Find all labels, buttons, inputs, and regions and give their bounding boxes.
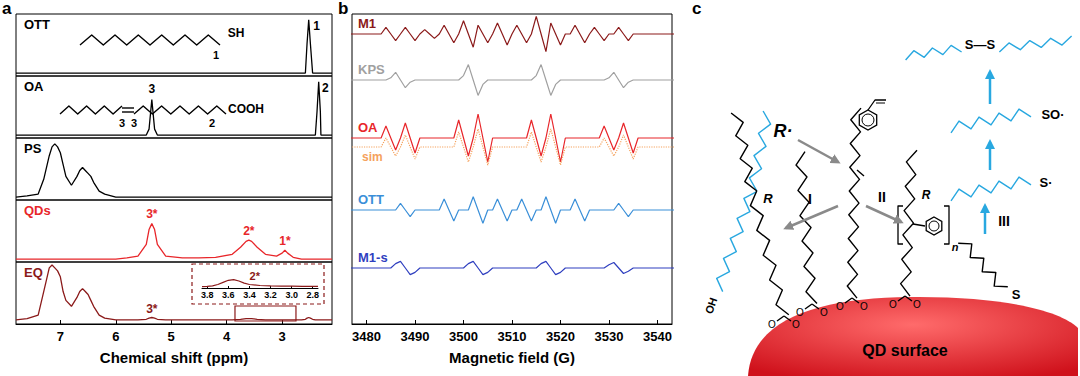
svg-text:QD surface: QD surface — [862, 342, 947, 359]
svg-text:QDs: QDs — [24, 203, 51, 218]
svg-text:3.2: 3.2 — [264, 290, 277, 300]
svg-text:3*: 3* — [146, 207, 158, 221]
svg-text:3530: 3530 — [595, 329, 624, 344]
svg-text:3.0: 3.0 — [285, 290, 298, 300]
svg-text:OA: OA — [358, 120, 378, 135]
svg-text:7: 7 — [57, 329, 64, 344]
svg-text:OA: OA — [24, 79, 44, 94]
svg-text:O: O — [820, 307, 828, 318]
svg-text:2: 2 — [322, 81, 329, 95]
svg-text:3510: 3510 — [498, 329, 527, 344]
svg-text:3490: 3490 — [401, 329, 430, 344]
svg-text:3.8: 3.8 — [201, 290, 214, 300]
svg-text:3.6: 3.6 — [222, 290, 235, 300]
svg-text:3520: 3520 — [546, 329, 575, 344]
svg-text:O: O — [913, 299, 921, 310]
svg-text:a: a — [2, 0, 12, 18]
svg-text:O: O — [889, 299, 897, 310]
svg-text:SH: SH — [228, 26, 245, 40]
svg-text:5: 5 — [168, 329, 175, 344]
svg-text:3: 3 — [131, 117, 137, 129]
svg-text:OTT: OTT — [358, 192, 384, 207]
svg-text:1*: 1* — [279, 234, 291, 248]
svg-text:OH: OH — [703, 296, 720, 316]
svg-text:II: II — [878, 189, 886, 205]
svg-text:KPS: KPS — [358, 62, 385, 77]
svg-text:R: R — [763, 191, 773, 206]
svg-text:4: 4 — [223, 329, 231, 344]
svg-text:M1: M1 — [358, 16, 376, 31]
svg-text:3500: 3500 — [449, 329, 478, 344]
svg-text:1: 1 — [213, 49, 219, 61]
svg-text:3: 3 — [119, 117, 125, 129]
svg-text:Magnetic field (G): Magnetic field (G) — [449, 349, 575, 366]
svg-text:b: b — [338, 0, 348, 18]
svg-text:2: 2 — [209, 117, 215, 129]
svg-text:2*: 2* — [243, 224, 255, 238]
svg-text:O: O — [796, 307, 804, 318]
svg-text:c: c — [692, 0, 701, 18]
svg-text:SO·: SO· — [1041, 107, 1064, 122]
svg-text:S—S: S—S — [965, 37, 996, 52]
svg-text:sim: sim — [362, 150, 383, 164]
svg-text:3480: 3480 — [352, 329, 381, 344]
svg-text:3540: 3540 — [643, 329, 672, 344]
svg-text:O: O — [768, 319, 776, 330]
svg-text:3.4: 3.4 — [243, 290, 256, 300]
svg-text:I: I — [808, 191, 812, 207]
svg-text:M1-s: M1-s — [358, 250, 388, 265]
svg-text:Chemical shift (ppm): Chemical shift (ppm) — [100, 349, 248, 366]
svg-text:S: S — [1012, 287, 1021, 302]
svg-text:3: 3 — [278, 329, 285, 344]
svg-text:n: n — [952, 241, 959, 253]
svg-text:O: O — [860, 301, 868, 312]
svg-text:PS: PS — [24, 141, 42, 156]
svg-text:3*: 3* — [146, 302, 158, 316]
svg-text:3: 3 — [148, 82, 155, 96]
svg-text:2.8: 2.8 — [306, 290, 319, 300]
svg-text:6: 6 — [112, 329, 119, 344]
svg-text:OTT: OTT — [24, 17, 50, 32]
svg-text:R·: R· — [774, 121, 793, 141]
svg-text:III: III — [998, 213, 1010, 229]
svg-text:O: O — [836, 301, 844, 312]
svg-text:2*: 2* — [250, 270, 261, 282]
svg-text:R: R — [922, 188, 931, 202]
svg-text:COOH: COOH — [228, 102, 264, 116]
svg-text:S·: S· — [1040, 175, 1053, 190]
svg-text:1: 1 — [313, 19, 320, 33]
svg-text:O: O — [792, 319, 800, 330]
svg-text:EQ: EQ — [24, 265, 43, 280]
